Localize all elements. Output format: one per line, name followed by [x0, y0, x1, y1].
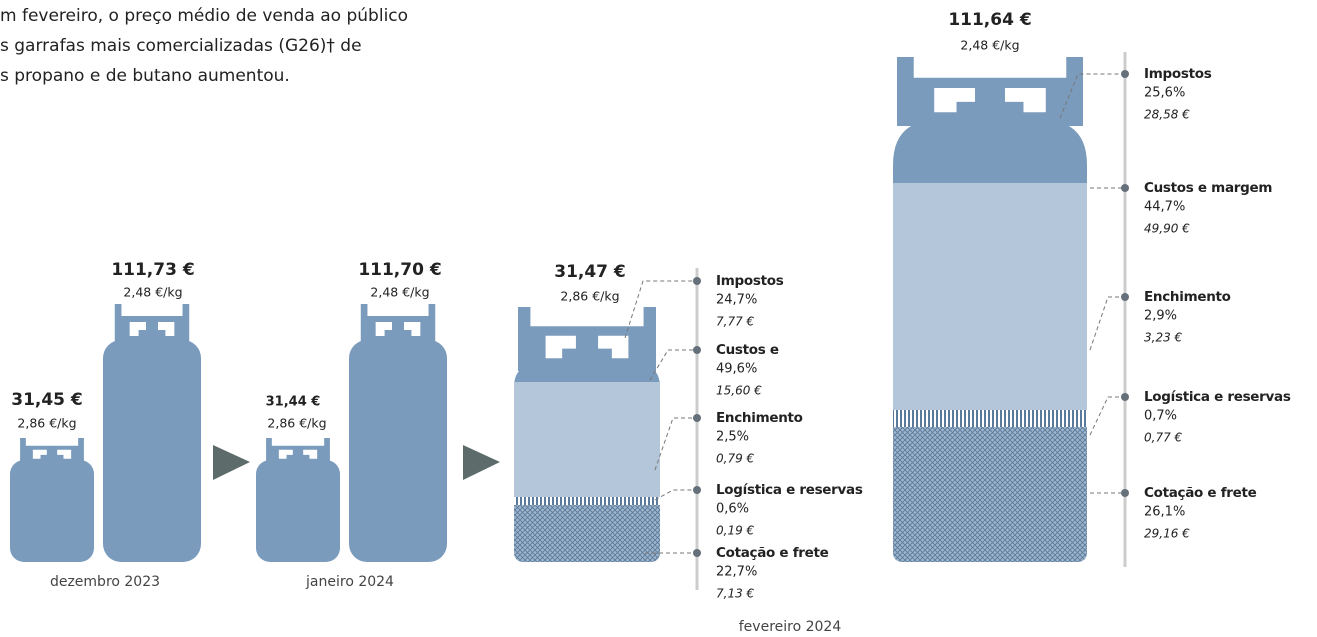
valve-stem	[975, 81, 1005, 120]
component-amount: 0,77 €	[1144, 431, 1183, 445]
price: 111,70 €	[358, 260, 441, 280]
cylinder	[349, 340, 447, 562]
component-share: 0,7%	[1144, 409, 1177, 424]
cylinder-bottom	[514, 505, 660, 562]
cylinder	[256, 460, 340, 562]
valve-stem	[575, 329, 599, 365]
component-amount: 28,58 €	[1144, 108, 1190, 122]
component-amount: 3,23 €	[1144, 331, 1183, 345]
valve-stem	[146, 318, 158, 340]
dot	[693, 549, 701, 557]
arrow	[213, 445, 250, 480]
price-per-kg: 2,48 €/kg	[960, 38, 1019, 53]
component-name: Impostos	[1144, 66, 1212, 82]
intro-line: s garrafas mais comercializadas (G26)† d…	[0, 36, 362, 56]
month-label: fevereiro 2024	[739, 619, 842, 635]
valve-stem	[392, 318, 404, 340]
cylinder-stripe	[893, 410, 1087, 427]
month-label: dezembro 2023	[50, 574, 160, 590]
intro-line: s propano e de butano aumentou.	[0, 66, 290, 86]
dot	[693, 277, 701, 285]
price: 111,73 €	[111, 260, 194, 280]
price-per-kg: 2,86 €/kg	[560, 289, 619, 304]
valve-detail	[129, 322, 175, 336]
component-share: 25,6%	[1144, 86, 1185, 101]
leader-line	[1059, 73, 1125, 119]
component-amount: 29,16 €	[1144, 527, 1190, 541]
component-share: 26,1%	[1144, 505, 1185, 520]
price-per-kg: 2,48 €/kg	[123, 285, 182, 300]
leader-line	[1089, 396, 1125, 436]
component-name: Custos e	[716, 342, 779, 358]
component-share: 22,7%	[716, 565, 757, 580]
cylinder	[10, 460, 94, 562]
cylinder	[103, 340, 201, 562]
valve-detail	[375, 322, 421, 336]
component-amount: 7,13 €	[716, 587, 755, 601]
component-share: 49,6%	[716, 362, 757, 377]
component-share: 2,5%	[716, 430, 749, 445]
price-per-kg: 2,48 €/kg	[370, 285, 429, 300]
component-amount: 7,77 €	[716, 315, 755, 329]
dot	[693, 346, 701, 354]
valve-detail	[32, 449, 72, 459]
dot	[1121, 293, 1129, 301]
dot	[1121, 489, 1129, 497]
valve-stem	[292, 447, 304, 462]
component-amount: 15,60 €	[716, 384, 762, 398]
cylinder-middle	[893, 183, 1087, 410]
intro-line: m fevereiro, o preço médio de venda ao p…	[0, 6, 408, 26]
component-name: Impostos	[716, 273, 784, 289]
component-name: Cotação e frete	[1144, 485, 1257, 501]
cylinder-middle	[514, 382, 660, 497]
dot	[1121, 393, 1129, 401]
dot	[693, 486, 701, 494]
component-name: Cotação e frete	[716, 545, 829, 561]
component-share: 44,7%	[1144, 200, 1185, 215]
cylinder-bottom	[893, 427, 1087, 562]
valve-stem	[46, 447, 58, 462]
price: 31,44 €	[266, 395, 321, 410]
leader-line	[624, 280, 697, 339]
dot	[1121, 70, 1129, 78]
component-name: Custos e margem	[1144, 180, 1272, 196]
leader-line	[1089, 296, 1125, 351]
component-name: Logística e reservas	[1144, 389, 1291, 405]
component-share: 24,7%	[716, 293, 757, 308]
component-amount: 49,90 €	[1144, 222, 1190, 236]
component-name: Enchimento	[1144, 289, 1231, 305]
dot	[1121, 184, 1129, 192]
component-name: Logística e reservas	[716, 482, 863, 498]
leader-line	[654, 489, 697, 501]
component-share: 2,9%	[1144, 309, 1177, 324]
cylinder-top	[514, 365, 660, 387]
component-amount: 0,19 €	[716, 524, 755, 538]
component-amount: 0,79 €	[716, 452, 755, 466]
arrow	[463, 445, 500, 480]
dot	[693, 414, 701, 422]
valve-detail	[545, 335, 629, 359]
cylinder-top	[893, 120, 1087, 183]
component-share: 0,6%	[716, 502, 749, 517]
price: 31,47 €	[554, 262, 626, 282]
cylinder-stripe	[514, 497, 660, 505]
price: 31,45 €	[11, 390, 83, 410]
component-name: Enchimento	[716, 410, 803, 426]
price-per-kg: 2,86 €/kg	[17, 416, 76, 431]
leader-line	[654, 417, 697, 471]
valve-detail	[278, 449, 318, 459]
price: 111,64 €	[948, 10, 1031, 30]
price-per-kg: 2,86 €/kg	[267, 416, 326, 431]
month-label: janeiro 2024	[305, 574, 394, 590]
valve-detail	[934, 88, 1046, 113]
